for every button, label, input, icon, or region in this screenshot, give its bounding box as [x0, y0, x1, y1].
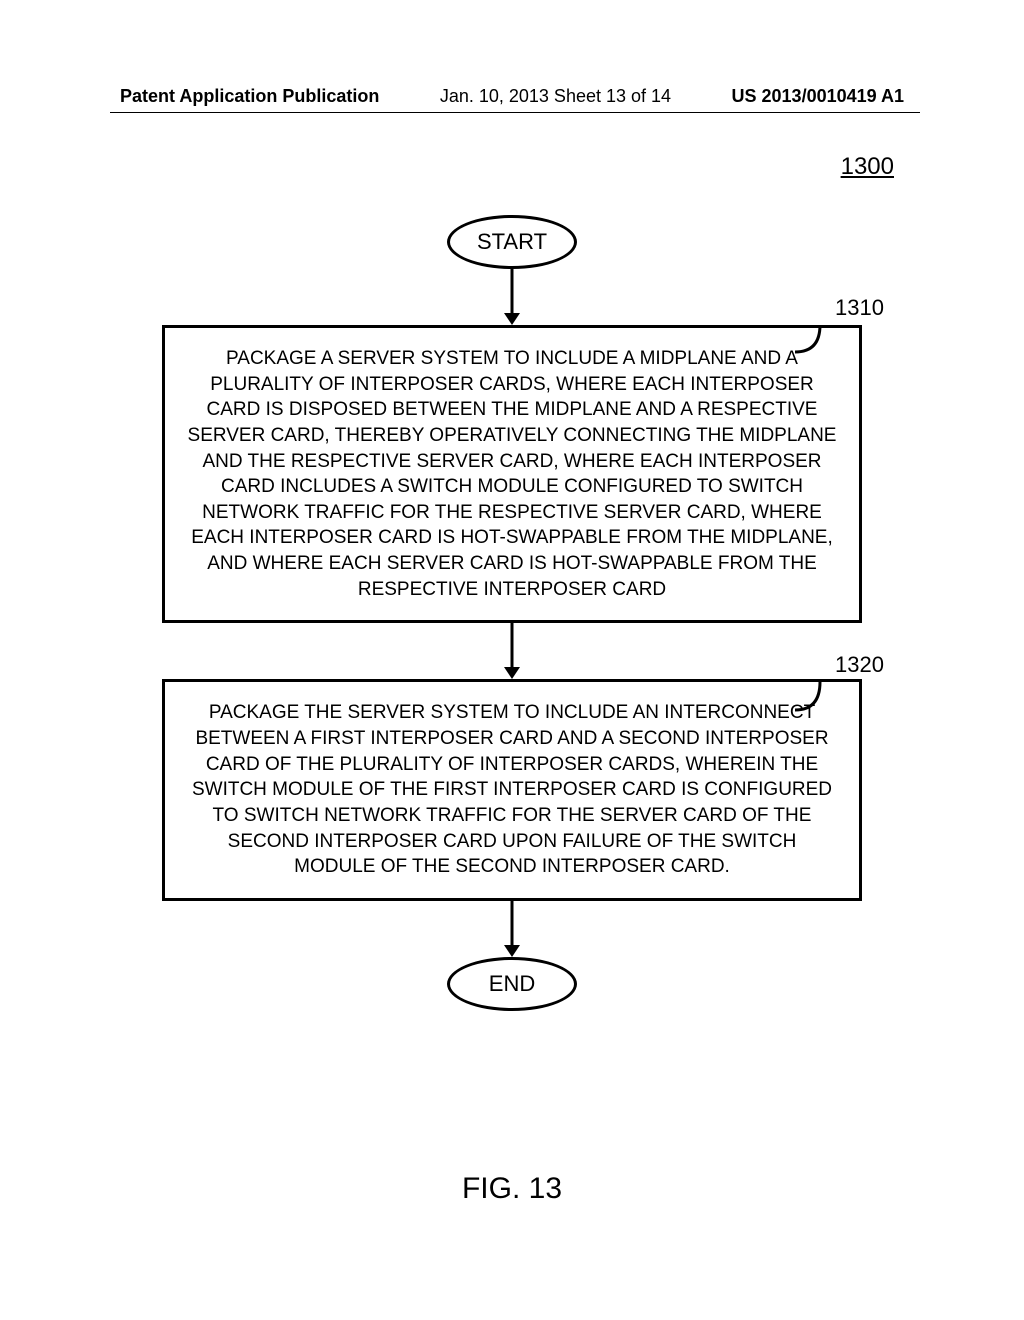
header-rule: [110, 112, 920, 113]
step2-ref-label: 1320: [835, 652, 884, 678]
arrow-line: [511, 901, 514, 947]
figure-number: 1300: [841, 153, 894, 181]
arrow-step2-to-end: [0, 901, 1024, 957]
end-terminator: END: [447, 957, 577, 1011]
end-label: END: [489, 971, 535, 997]
header-left: Patent Application Publication: [120, 86, 379, 107]
figure-caption: FIG. 13: [462, 1172, 562, 1206]
arrow-line: [511, 269, 514, 315]
process-step-1: PACKAGE A SERVER SYSTEM TO INCLUDE A MID…: [162, 325, 862, 623]
page-header: Patent Application Publication Jan. 10, …: [0, 86, 1024, 107]
process-step-2: PACKAGE THE SERVER SYSTEM TO INCLUDE AN …: [162, 679, 862, 900]
header-right: US 2013/0010419 A1: [732, 86, 904, 107]
step2-text: PACKAGE THE SERVER SYSTEM TO INCLUDE AN …: [192, 702, 832, 877]
start-terminator: START: [447, 215, 577, 269]
arrow-head-icon: [504, 667, 520, 679]
header-center: Jan. 10, 2013 Sheet 13 of 14: [440, 86, 671, 107]
arrow-line: [511, 623, 514, 669]
arrow-head-icon: [504, 945, 520, 957]
start-label: START: [477, 229, 547, 255]
flowchart-container: START PACKAGE A SERVER SYSTEM TO INCLUDE…: [0, 215, 1024, 1011]
step1-text: PACKAGE A SERVER SYSTEM TO INCLUDE A MID…: [188, 348, 837, 600]
arrow-head-icon: [504, 313, 520, 325]
step1-ref-label: 1310: [835, 295, 884, 321]
